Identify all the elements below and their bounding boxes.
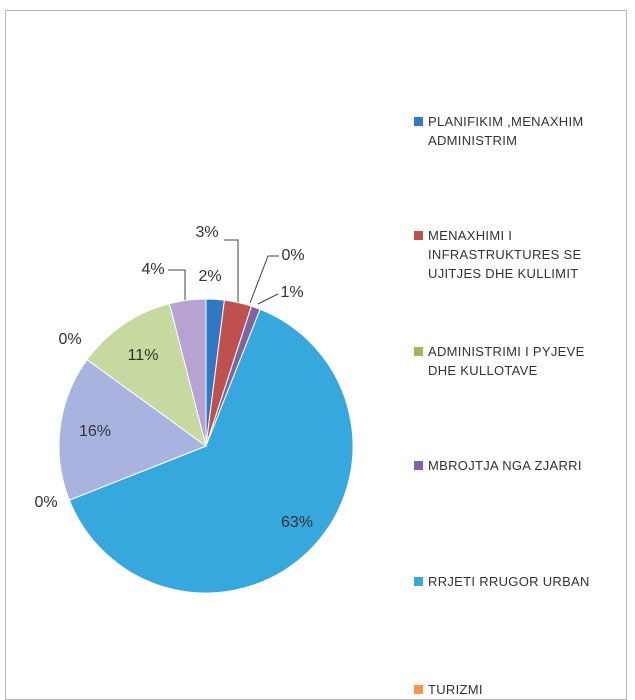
legend-swatch [414, 231, 423, 240]
legend-item: RRJETI RRUGOR URBAN [414, 572, 599, 591]
pie-slice [58, 358, 208, 501]
legend-label: MENAXHIMI I INFRASTRUKTURES SE UJITJES D… [428, 228, 582, 281]
legend-item: ADMINISTRIMI I PYJEVE DHE KULLOTAVE [414, 342, 599, 380]
data-label: 0% [34, 494, 57, 511]
legend-label: RRJETI RRUGOR URBAN [428, 574, 590, 589]
pie-slice [86, 303, 207, 448]
legend-item: TURIZMI [414, 680, 599, 699]
legend-label: TURIZMI [428, 682, 483, 697]
legend-item: PLANIFIKIM ,MENAXHIM ADMINISTRIM [414, 112, 599, 150]
legend-swatch [414, 685, 423, 694]
legend-swatch [414, 347, 423, 356]
leader-line [168, 269, 186, 300]
legend-swatch [414, 461, 423, 470]
data-label: 11% [128, 347, 159, 364]
data-label: 0% [58, 331, 81, 348]
data-label: 16% [79, 423, 111, 440]
data-label: 2% [198, 268, 221, 285]
pie-slice [68, 308, 354, 594]
data-label: 4% [141, 261, 164, 278]
leader-line [224, 239, 239, 302]
legend-label: PLANIFIKIM ,MENAXHIM ADMINISTRIM [428, 114, 584, 148]
data-label: 1% [280, 284, 303, 301]
legend-swatch [414, 117, 423, 126]
leader-line [249, 255, 279, 304]
data-label: 3% [195, 224, 218, 241]
data-label: 0% [281, 247, 304, 264]
legend-label: MBROJTJA NGA ZJARRI [428, 458, 582, 473]
legend-item: MENAXHIMI I INFRASTRUKTURES SE UJITJES D… [414, 226, 599, 283]
legend-label: ADMINISTRIMI I PYJEVE DHE KULLOTAVE [428, 344, 585, 378]
leader-line [257, 293, 279, 305]
legend-item: MBROJTJA NGA ZJARRI [414, 456, 599, 475]
legend-swatch [414, 577, 423, 586]
data-label: 63% [281, 514, 313, 531]
pie-slice [168, 298, 207, 447]
